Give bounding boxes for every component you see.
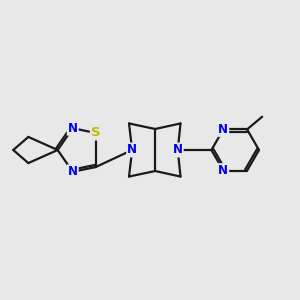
Text: N: N [68,122,78,135]
Text: N: N [173,143,183,157]
Text: N: N [218,123,228,136]
Text: N: N [68,165,78,178]
Text: N: N [218,164,228,177]
Text: S: S [91,127,100,140]
Text: N: N [127,143,137,157]
